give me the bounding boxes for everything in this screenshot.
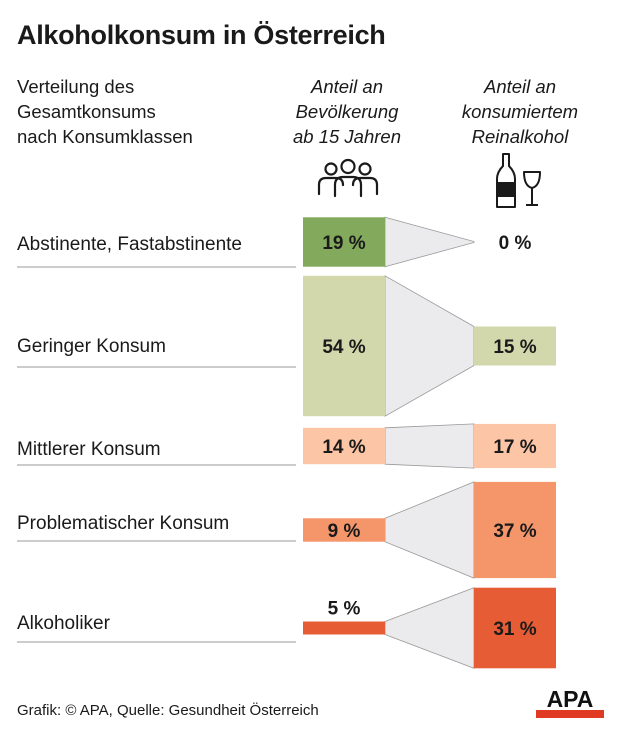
category-label: Geringer Konsum — [17, 336, 166, 357]
bottle-and-glass-icon — [496, 153, 541, 208]
logo-text: APA — [547, 688, 594, 712]
funnel-connector — [384, 481, 475, 579]
category-label: Problematischer Konsum — [17, 513, 229, 534]
apa-logo: APA — [536, 688, 604, 718]
population-value-label: 19 % — [322, 233, 365, 254]
population-bar — [303, 427, 385, 465]
funnel-connector — [384, 423, 475, 469]
consumption-chart: Abstinente, Fastabstinente 19 % 0 % Geringe… — [17, 216, 556, 669]
category-label: Mittlerer Konsum — [17, 439, 161, 460]
alcohol-value-label: 17 % — [493, 437, 536, 458]
funnel-connector — [384, 587, 475, 669]
population-bar — [303, 621, 385, 635]
alcohol-bar — [474, 481, 556, 579]
chart-subtitle: Verteilung des Gesamtkonsums nach Konsum… — [17, 76, 193, 147]
page-title: Alkoholkonsum in Österreich — [17, 20, 386, 50]
column-header-alcohol: Anteil an konsumiertem Reinalkohol — [461, 76, 579, 147]
alcohol-value-label: 37 % — [493, 521, 536, 542]
population-bar — [303, 518, 385, 542]
funnel-connector — [384, 275, 475, 417]
population-bar — [303, 275, 385, 417]
source-note: Grafik: © APA, Quelle: Gesundheit Österr… — [17, 702, 319, 719]
population-value-label: 9 % — [328, 521, 361, 542]
alcohol-bar — [474, 587, 556, 669]
population-value-label: 54 % — [322, 337, 365, 358]
funnel-connector — [384, 216, 475, 268]
alcohol-value-label: 31 % — [493, 619, 536, 640]
category-label: Alkoholiker — [17, 613, 111, 634]
alcohol-bar — [474, 423, 556, 469]
category-label: Abstinente, Fastabstinente — [17, 234, 242, 255]
population-value-label: 5 % — [328, 599, 361, 620]
people-group-icon — [317, 158, 379, 198]
population-bar — [303, 217, 385, 267]
alcohol-value-label: 0 % — [499, 233, 532, 254]
alcohol-bar — [474, 326, 556, 366]
column-header-population: Anteil an Bevölkerung ab 15 Jahren — [292, 76, 401, 147]
population-value-label: 14 % — [322, 437, 365, 458]
alcohol-value-label: 15 % — [493, 337, 536, 358]
